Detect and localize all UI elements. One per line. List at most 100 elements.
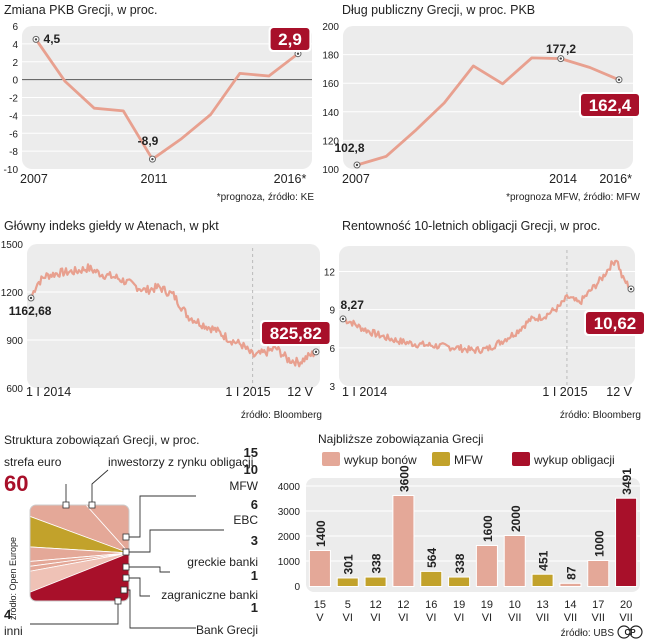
bar-category-day: 13 — [536, 599, 548, 611]
bar-value-label: 87 — [564, 566, 578, 580]
debt-ytick: 200 — [322, 22, 339, 33]
bonds-value-label-box — [586, 312, 644, 334]
gdp-ytick: 2 — [12, 58, 18, 69]
bonds-xtick: 1 I 2015 — [542, 385, 587, 399]
gdp-xtick: 2011 — [141, 172, 168, 186]
index-value-label-box — [262, 322, 330, 344]
debt-footnote: *prognoza MFW, źródło: MFW — [506, 192, 640, 203]
debt-xtick: 2014 — [549, 172, 577, 186]
bar-value-label: 338 — [453, 553, 467, 573]
obligations-ytick: 2000 — [278, 532, 301, 543]
bar-category-month: VII — [619, 612, 632, 624]
index-ytick: 600 — [6, 384, 23, 395]
index-ytick: 900 — [6, 336, 23, 347]
bar-value-label: 1600 — [481, 515, 495, 542]
structure-leader-marker — [122, 563, 130, 571]
bonds-ytick: 12 — [324, 267, 336, 278]
bar-category-month: VI — [482, 612, 492, 624]
structure-value: 1 — [251, 600, 258, 615]
structure-slice — [30, 505, 129, 555]
bar-value-label: 301 — [342, 554, 356, 574]
bonds-footnote: źródło: Bloomberg — [560, 410, 641, 421]
legend-swatch — [322, 452, 340, 466]
obligations-ytick: 1000 — [278, 557, 301, 568]
structure-leader-marker — [120, 586, 128, 594]
structure-leader-line — [126, 495, 196, 538]
structure-leader-line — [126, 566, 170, 573]
index-title: Główny indeks giełdy w Atenach, w pkt — [4, 219, 219, 233]
structure-source: źródło: Open Europe — [8, 537, 18, 620]
bar-category-day: 14 — [564, 599, 576, 611]
obligations-ytick: 4000 — [278, 482, 301, 493]
credit-logo-p — [629, 625, 643, 639]
bar — [393, 496, 414, 586]
debt-series-line — [356, 56, 620, 167]
gdp-ytick: 0 — [12, 76, 18, 87]
bar-category-day: 20 — [620, 599, 632, 611]
bar-category-month: VI — [426, 612, 436, 624]
gdp-ytick: 4 — [12, 40, 18, 51]
structure-leader-marker — [122, 548, 130, 556]
obligations-title: Najbliższe zobowiązania Grecji — [318, 432, 483, 446]
structure-slice — [30, 543, 129, 567]
gdp-xtick: 2007 — [20, 172, 48, 186]
structure-label-inni: inni — [4, 624, 23, 638]
gdp-value-label: -8,9 — [138, 134, 159, 148]
structure-slice — [30, 505, 129, 554]
structure-value-inwestorzy: 15 — [244, 445, 258, 460]
structure-leader-line — [91, 469, 109, 505]
debt-value-label: 102,8 — [334, 141, 364, 155]
index-panel — [27, 244, 320, 388]
bonds-ytick: 3 — [329, 382, 335, 393]
gdp-ytick: 6 — [12, 22, 18, 33]
bar-value-label: 3600 — [397, 465, 411, 492]
structure-label: zagraniczne banki — [161, 588, 258, 602]
gdp-ytick: -8 — [9, 147, 18, 158]
gdp-ytick: -10 — [4, 165, 19, 176]
structure-value-inni: 4 — [4, 607, 12, 622]
gdp-xtick: 2016* — [274, 172, 307, 186]
bar-category-day: 16 — [425, 599, 437, 611]
bar — [616, 498, 637, 586]
bar-category-day: 19 — [453, 599, 465, 611]
debt-value-label: 162,4 — [589, 96, 632, 115]
structure-value: 3 — [251, 533, 258, 548]
legend-label: wykup obligacji — [533, 453, 615, 467]
debt-xtick: 2016* — [599, 172, 632, 186]
bar-category-month: VII — [536, 612, 549, 624]
gdp-value-label: 4,5 — [44, 32, 61, 46]
index-data-marker-dot — [314, 350, 318, 354]
index-xtick: 12 V — [287, 385, 313, 399]
debt-data-marker-dot — [355, 163, 359, 167]
bar-category-day: 5 — [345, 599, 351, 611]
bonds-data-marker-dot — [629, 287, 633, 291]
bar-category-month: VI — [454, 612, 464, 624]
index-ytick: 1500 — [1, 240, 24, 251]
index-value-label: 825,82 — [270, 324, 322, 343]
bar-value-label: 2000 — [509, 505, 523, 532]
bonds-ytick: 6 — [329, 344, 335, 355]
bonds-value-label: 8,27 — [341, 298, 365, 312]
bar-category-month: VII — [592, 612, 605, 624]
bar-category-day: 10 — [509, 599, 521, 611]
gdp-series-line — [34, 38, 299, 161]
bar — [476, 546, 497, 586]
bar-category-day: 12 — [369, 599, 381, 611]
structure-label: EBC — [233, 513, 258, 527]
bar-category-month: VII — [508, 612, 521, 624]
bar-category-day: 15 — [314, 599, 326, 611]
debt-data-marker-dot — [617, 78, 621, 81]
index-footnote: źródło: Bloomberg — [241, 410, 322, 421]
gdp-ytick: -4 — [9, 111, 18, 122]
bar-category-day: 19 — [481, 599, 493, 611]
debt-value-label-box — [581, 94, 639, 116]
bar — [504, 536, 525, 586]
bar-value-label: 451 — [537, 550, 551, 570]
structure-leader-line — [30, 601, 119, 625]
bar-category-day: 17 — [592, 599, 604, 611]
structure-slice — [30, 552, 129, 601]
gdp-footnote: *prognoza, źródło: KE — [217, 192, 315, 203]
bar-category-month: VI — [370, 612, 380, 624]
debt-data-marker-dot — [559, 57, 562, 60]
